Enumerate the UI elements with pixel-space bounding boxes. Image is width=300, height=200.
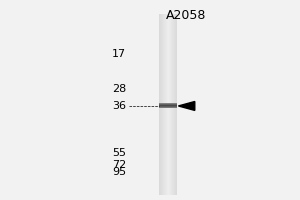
Text: 36: 36	[112, 101, 126, 111]
Text: 17: 17	[112, 49, 126, 59]
Text: 95: 95	[112, 167, 126, 177]
Text: 72: 72	[112, 160, 126, 170]
Text: 55: 55	[112, 148, 126, 158]
Text: 28: 28	[112, 84, 126, 94]
Polygon shape	[178, 101, 195, 110]
Text: A2058: A2058	[166, 9, 206, 22]
